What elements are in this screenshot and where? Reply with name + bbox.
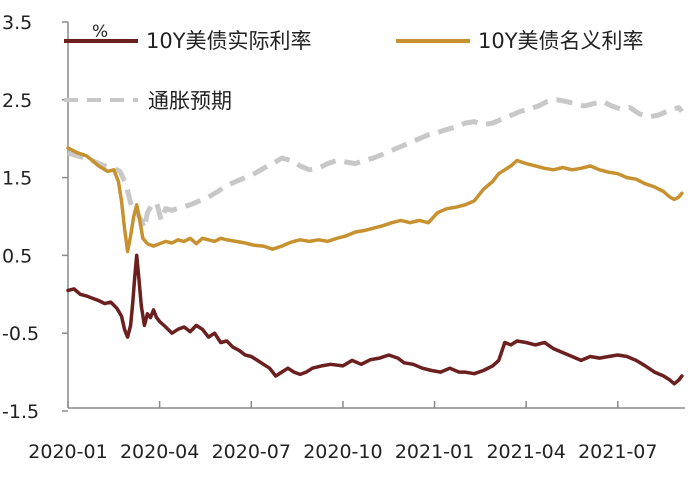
legend-item-nominal-rate: 10Y美债名义利率 [396, 29, 644, 53]
y-tick-label: 2.5 [2, 90, 32, 112]
x-tick-label: 2020-01 [28, 441, 107, 463]
series-line-nominal-rate [66, 146, 684, 254]
y-unit-label: % [92, 22, 108, 42]
legend-label-inflation-expectation: 通胀预期 [148, 89, 232, 113]
legend: 10Y美债实际利率 10Y美债名义利率 通胀预期 [64, 29, 644, 113]
y-tick-label: 1.5 [2, 168, 32, 190]
x-axis: 2020-01 2020-04 2020-07 2020-10 2021-01 2021-… [28, 401, 685, 463]
x-tick-label: 2020-07 [212, 441, 291, 463]
y-axis: 3.5 2.5 1.5 0.5 -0.5 -1.5 [2, 12, 69, 423]
plot-area: 3.52.51.50.5-0.5-1.5 2020-01 2020-04 2020-… [2, 12, 685, 463]
x-tick-label: 2021-07 [578, 441, 657, 463]
y-tick-label: 3.5 [2, 12, 32, 34]
y-tick-label: 0.5 [2, 245, 32, 267]
series-line-inflation-expectation [67, 97, 684, 231]
y-tick-label: -1.5 [2, 401, 39, 423]
series-line-real-rate [66, 253, 684, 386]
legend-item-real-rate: 10Y美债实际利率 [64, 29, 312, 53]
x-tick-label: 2021-01 [395, 441, 474, 463]
x-tick-label: 2020-04 [120, 441, 199, 463]
x-tick-label: 2020-10 [303, 441, 382, 463]
y-tick-label: -0.5 [2, 323, 39, 345]
series-lines [66, 97, 684, 386]
legend-label-nominal-rate: 10Y美债名义利率 [478, 29, 644, 53]
legend-label-real-rate: 10Y美债实际利率 [146, 29, 312, 53]
legend-item-inflation-expectation: 通胀预期 [64, 89, 232, 113]
x-tick-label: 2021-04 [486, 441, 565, 463]
